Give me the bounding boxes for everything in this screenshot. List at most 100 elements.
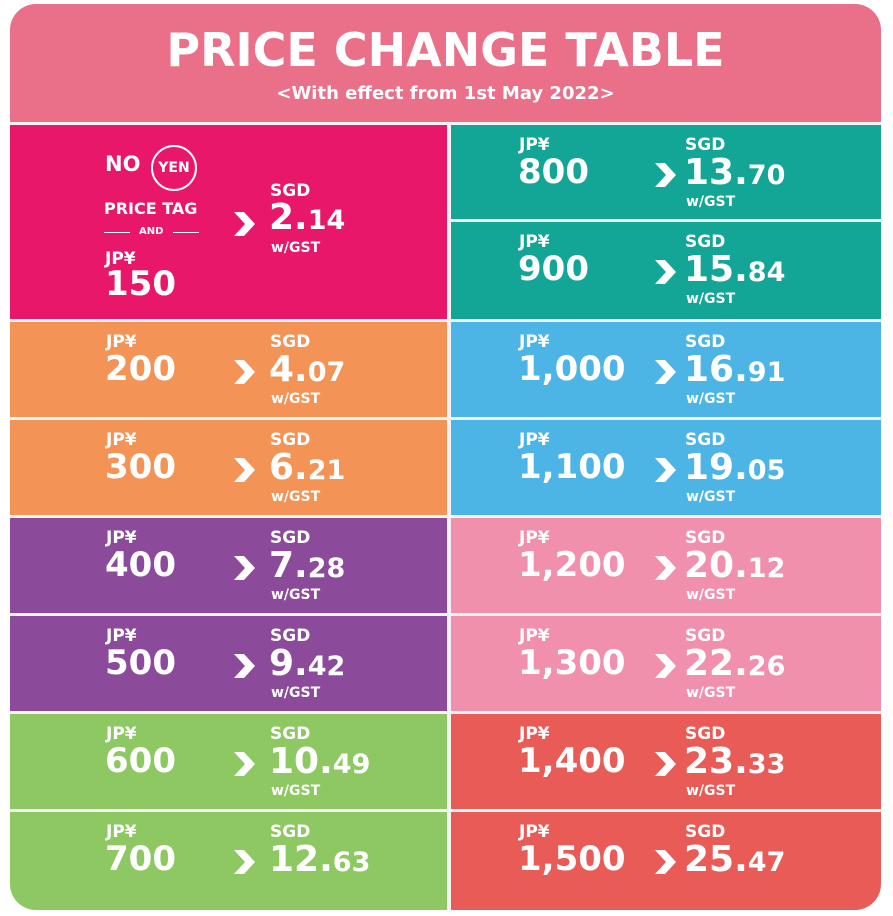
gst-note: w/GST xyxy=(686,783,736,799)
sgd-price-whole: 23. xyxy=(684,741,748,782)
jpy-price: 400 xyxy=(105,545,176,585)
jpy-label: JP¥ xyxy=(106,332,137,352)
sgd-price-whole: 16. xyxy=(684,349,748,390)
sgd-price-whole: 25. xyxy=(684,839,748,880)
jpy-label: JP¥ xyxy=(519,528,550,548)
sgd-label: SGD xyxy=(270,724,311,744)
jpy-price: 700 xyxy=(105,839,176,879)
jpy-price: 1,500 xyxy=(518,839,626,879)
sgd-price-whole: 7. xyxy=(269,545,308,586)
gst-note: w/GST xyxy=(686,291,736,307)
sgd-price-cents: 84 xyxy=(747,257,786,288)
sgd-price: 12.63 xyxy=(269,840,370,883)
sgd-price-whole: 22. xyxy=(684,643,748,684)
price-row: JP¥ 700 SGD 12.63 xyxy=(10,812,447,910)
gst-note: w/GST xyxy=(271,587,321,603)
effective-date-subtitle: <With effect from 1st May 2022> xyxy=(276,83,615,104)
jpy-label: JP¥ xyxy=(106,430,137,450)
jpy-price: 500 xyxy=(105,643,176,683)
sgd-label: SGD xyxy=(270,822,311,842)
jpy-label: JP¥ xyxy=(519,430,550,450)
sgd-price: 20.12 xyxy=(684,546,785,589)
chevron-right-icon xyxy=(234,556,255,580)
sgd-label: SGD xyxy=(685,626,726,646)
chevron-right-icon xyxy=(234,212,255,236)
sgd-label: SGD xyxy=(685,528,726,548)
jpy-label: JP¥ xyxy=(519,232,550,252)
chevron-right-icon xyxy=(655,556,676,580)
price-row: JP¥ 500 SGD 9.42 w/GST xyxy=(10,616,447,711)
jpy-price: 1,100 xyxy=(518,447,626,487)
sgd-price-whole: 19. xyxy=(684,447,748,488)
chevron-right-icon xyxy=(234,360,255,384)
price-row: JP¥ 800 SGD 13.70 w/GST xyxy=(451,125,881,219)
chevron-right-icon xyxy=(234,654,255,678)
price-row: JP¥ 1,000 SGD 16.91 w/GST xyxy=(451,322,881,417)
gst-note: w/GST xyxy=(686,194,736,210)
sgd-price: 6.21 xyxy=(269,448,345,491)
header-banner: PRICE CHANGE TABLE <With effect from 1st… xyxy=(10,4,881,122)
jpy-label: JP¥ xyxy=(106,724,137,744)
sgd-price-cents: 21 xyxy=(307,455,346,486)
price-tag-label: PRICE TAG xyxy=(104,199,198,218)
yen-badge: YEN xyxy=(151,145,197,191)
sgd-price: 2.14 xyxy=(269,198,345,241)
jpy-price: 1,200 xyxy=(518,545,626,585)
jpy-price: 900 xyxy=(518,249,589,289)
jpy-label: JP¥ xyxy=(519,724,550,744)
jpy-label: JP¥ xyxy=(519,332,550,352)
chevron-right-icon xyxy=(234,850,255,874)
sgd-price-cents: 42 xyxy=(307,651,346,682)
price-row: JP¥ 1,500 SGD 25.47 xyxy=(451,812,881,910)
jpy-label: JP¥ xyxy=(106,822,137,842)
gst-note: w/GST xyxy=(271,240,321,256)
price-row: JP¥ 1,200 SGD 20.12 w/GST xyxy=(451,518,881,613)
chevron-right-icon xyxy=(655,752,676,776)
sgd-price-whole: 6. xyxy=(269,447,308,488)
sgd-label: SGD xyxy=(270,332,311,352)
sgd-price-cents: 07 xyxy=(307,357,346,388)
divider-line xyxy=(173,232,199,233)
sgd-label: SGD xyxy=(685,430,726,450)
sgd-price-cents: 91 xyxy=(747,357,786,388)
sgd-label: SGD xyxy=(685,724,726,744)
chevron-right-icon xyxy=(234,752,255,776)
jpy-label: JP¥ xyxy=(106,626,137,646)
sgd-price-cents: 05 xyxy=(747,455,786,486)
jpy-label: JP¥ xyxy=(519,626,550,646)
sgd-price: 25.47 xyxy=(684,840,785,883)
price-row: JP¥ 300 SGD 6.21 w/GST xyxy=(10,420,447,515)
gst-note: w/GST xyxy=(686,685,736,701)
sgd-price-whole: 12. xyxy=(269,839,333,880)
jpy-price: 800 xyxy=(518,152,589,192)
jpy-label: JP¥ xyxy=(106,528,137,548)
sgd-label: SGD xyxy=(270,528,311,548)
jpy-price: 1,400 xyxy=(518,741,626,781)
sgd-label: SGD xyxy=(685,332,726,352)
sgd-price: 7.28 xyxy=(269,546,345,589)
jpy-price: 200 xyxy=(105,349,176,389)
jpy-label: JP¥ xyxy=(105,249,136,269)
price-row: NO YEN PRICE TAG AND JP¥ 150 SGD 2.14 w/GST xyxy=(10,125,447,319)
gst-note: w/GST xyxy=(271,391,321,407)
sgd-price-cents: 49 xyxy=(332,749,371,780)
jpy-label: JP¥ xyxy=(519,135,550,155)
price-row: JP¥ 200 SGD 4.07 w/GST xyxy=(10,322,447,417)
jpy-label: JP¥ xyxy=(519,822,550,842)
sgd-price: 16.91 xyxy=(684,350,785,393)
chevron-right-icon xyxy=(655,260,676,284)
chevron-right-icon xyxy=(234,458,255,482)
chevron-right-icon xyxy=(655,850,676,874)
sgd-price: 4.07 xyxy=(269,350,345,393)
price-row: JP¥ 1,300 SGD 22.26 w/GST xyxy=(451,616,881,711)
price-row: JP¥ 400 SGD 7.28 w/GST xyxy=(10,518,447,613)
sgd-price-whole: 2. xyxy=(269,197,308,238)
sgd-price-cents: 47 xyxy=(747,847,786,878)
sgd-price: 9.42 xyxy=(269,644,345,687)
gst-note: w/GST xyxy=(686,489,736,505)
sgd-price-cents: 12 xyxy=(747,553,786,584)
and-label: AND xyxy=(139,226,164,237)
sgd-price-cents: 70 xyxy=(747,160,786,191)
chevron-right-icon xyxy=(655,360,676,384)
sgd-price: 15.84 xyxy=(684,250,785,293)
